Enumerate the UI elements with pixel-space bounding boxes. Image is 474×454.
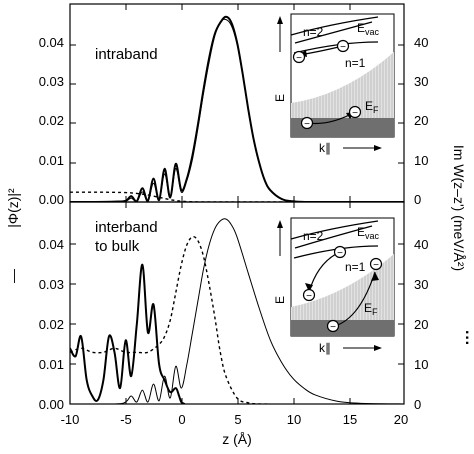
tick-label: 0.01 <box>39 357 64 372</box>
n2-label: n=2 <box>303 25 324 39</box>
bottom-right-tick-labels: 0 10 20 30 40 <box>414 237 428 412</box>
tick-label: 0 <box>414 397 421 412</box>
electron-minus: − <box>373 260 379 271</box>
arrow-right-icon <box>374 345 382 351</box>
top-panel-annotation: intraband <box>95 46 158 63</box>
bulk-band-region <box>291 52 394 118</box>
vacuum-level-line <box>290 16 379 36</box>
x-tick-labels: -10 -5 0 5 10 15 20 <box>61 412 409 427</box>
bottom-series-dotted <box>70 236 271 404</box>
electron-icon <box>300 116 314 130</box>
arrow-up-icon <box>277 16 283 24</box>
tick-label: 0.04 <box>39 35 64 50</box>
fermi-level-label: EF <box>365 99 379 115</box>
momentum-axis-label: k∥ <box>319 141 331 155</box>
x-axis-label: z (Å) <box>222 431 252 447</box>
tick-label: 0.03 <box>39 74 64 89</box>
top-right-tick-labels: 0 10 20 30 40 <box>414 35 428 207</box>
bottom-panel-annotation-line2: to bulk <box>95 238 140 255</box>
electron-minus: − <box>296 53 302 64</box>
tick-label: 5 <box>234 412 241 427</box>
arrow-right-icon <box>374 145 382 151</box>
bulk-filled-band <box>291 118 394 137</box>
tick-label: 10 <box>414 357 428 372</box>
bulk-filled-band <box>291 320 394 336</box>
electron-icon <box>326 319 340 333</box>
electron-minus: − <box>306 291 312 302</box>
right-axis-label: Im W(z–z') (meV/Å²) <box>451 145 467 271</box>
electron-icon <box>348 105 362 119</box>
tick-label: 0.02 <box>39 317 64 332</box>
vacuum-level-label: Evac <box>357 21 380 37</box>
tick-label: 0.01 <box>39 153 64 168</box>
n2-band-curve <box>294 21 373 44</box>
top-inset-band-diagram: − − − − n=2 n=1 Evac EF E k∥ <box>273 13 395 155</box>
bottom-left-tick-labels: 0.00 0.01 0.02 0.03 0.04 <box>39 237 64 412</box>
energy-axis-label: E <box>273 94 287 102</box>
electron-icon <box>292 50 306 64</box>
tick-label: 40 <box>414 35 428 50</box>
tick-label: 0 <box>178 412 185 427</box>
electron-icon <box>302 288 316 302</box>
energy-axis-label: E <box>273 296 287 304</box>
tick-label: 0.03 <box>39 277 64 292</box>
tick-label: 30 <box>414 277 428 292</box>
n2-band-curve <box>294 225 373 249</box>
bottom-inset-band-diagram: − − − − n=2 n=1 Evac EF E k∥ <box>273 217 395 355</box>
bottom-series-thin-solid <box>70 218 404 404</box>
tick-label: -10 <box>61 412 80 427</box>
left-axis-key: — <box>5 269 21 283</box>
tick-label: 0.04 <box>39 237 64 252</box>
arrow-head <box>371 272 379 281</box>
tick-label: 10 <box>287 412 301 427</box>
bottom-panel-curves <box>70 218 404 404</box>
left-axis-title: — |Φ(z)|² <box>5 188 21 283</box>
n2-label: n=2 <box>303 229 324 243</box>
electron-minus: − <box>340 42 346 53</box>
tick-label: 0.00 <box>39 192 64 207</box>
right-axis-key: ··· <box>458 330 474 346</box>
momentum-axis-label: k∥ <box>319 341 331 355</box>
left-axis-label: |Φ(z)|² <box>5 188 21 228</box>
fermi-level-label: EF <box>364 301 378 317</box>
n1-label: n=1 <box>345 260 366 274</box>
bulk-band-region <box>291 254 394 320</box>
tick-label: 20 <box>394 412 408 427</box>
bottom-panel-frame <box>69 201 405 405</box>
tick-label: 30 <box>414 74 428 89</box>
top-left-tick-labels: 0.00 0.01 0.02 0.03 0.04 <box>39 35 64 207</box>
electron-minus: − <box>352 108 358 119</box>
n1-label: n=1 <box>345 56 366 70</box>
electron-icon <box>336 39 350 53</box>
electron-icon <box>369 257 383 271</box>
tick-label: 0.00 <box>39 397 64 412</box>
tick-label: 10 <box>414 153 428 168</box>
electron-icon <box>333 245 347 259</box>
top-series-dotted <box>70 191 404 202</box>
bottom-series-thick-solid <box>70 263 186 404</box>
vacuum-level-line <box>290 220 379 240</box>
vacuum-level-label: Evac <box>357 225 380 241</box>
top-series-thin-solid <box>70 18 404 202</box>
tick-label: 0.02 <box>39 113 64 128</box>
tick-label: 20 <box>414 317 428 332</box>
arrow-up-icon <box>277 220 283 228</box>
electron-minus: − <box>337 248 343 259</box>
tick-label: 0 <box>414 192 421 207</box>
tick-label: 40 <box>414 237 428 252</box>
bottom-panel-annotation-line1: interband <box>95 219 158 236</box>
electron-minus: − <box>330 322 336 333</box>
electron-minus: − <box>304 119 310 130</box>
tick-label: 20 <box>414 113 428 128</box>
tick-label: -5 <box>120 412 132 427</box>
top-panel-curves <box>70 15 404 202</box>
arrow-head <box>305 283 313 292</box>
right-axis-title: Im W(z–z') (meV/Å²) ··· <box>451 145 474 346</box>
tick-label: 15 <box>343 412 357 427</box>
